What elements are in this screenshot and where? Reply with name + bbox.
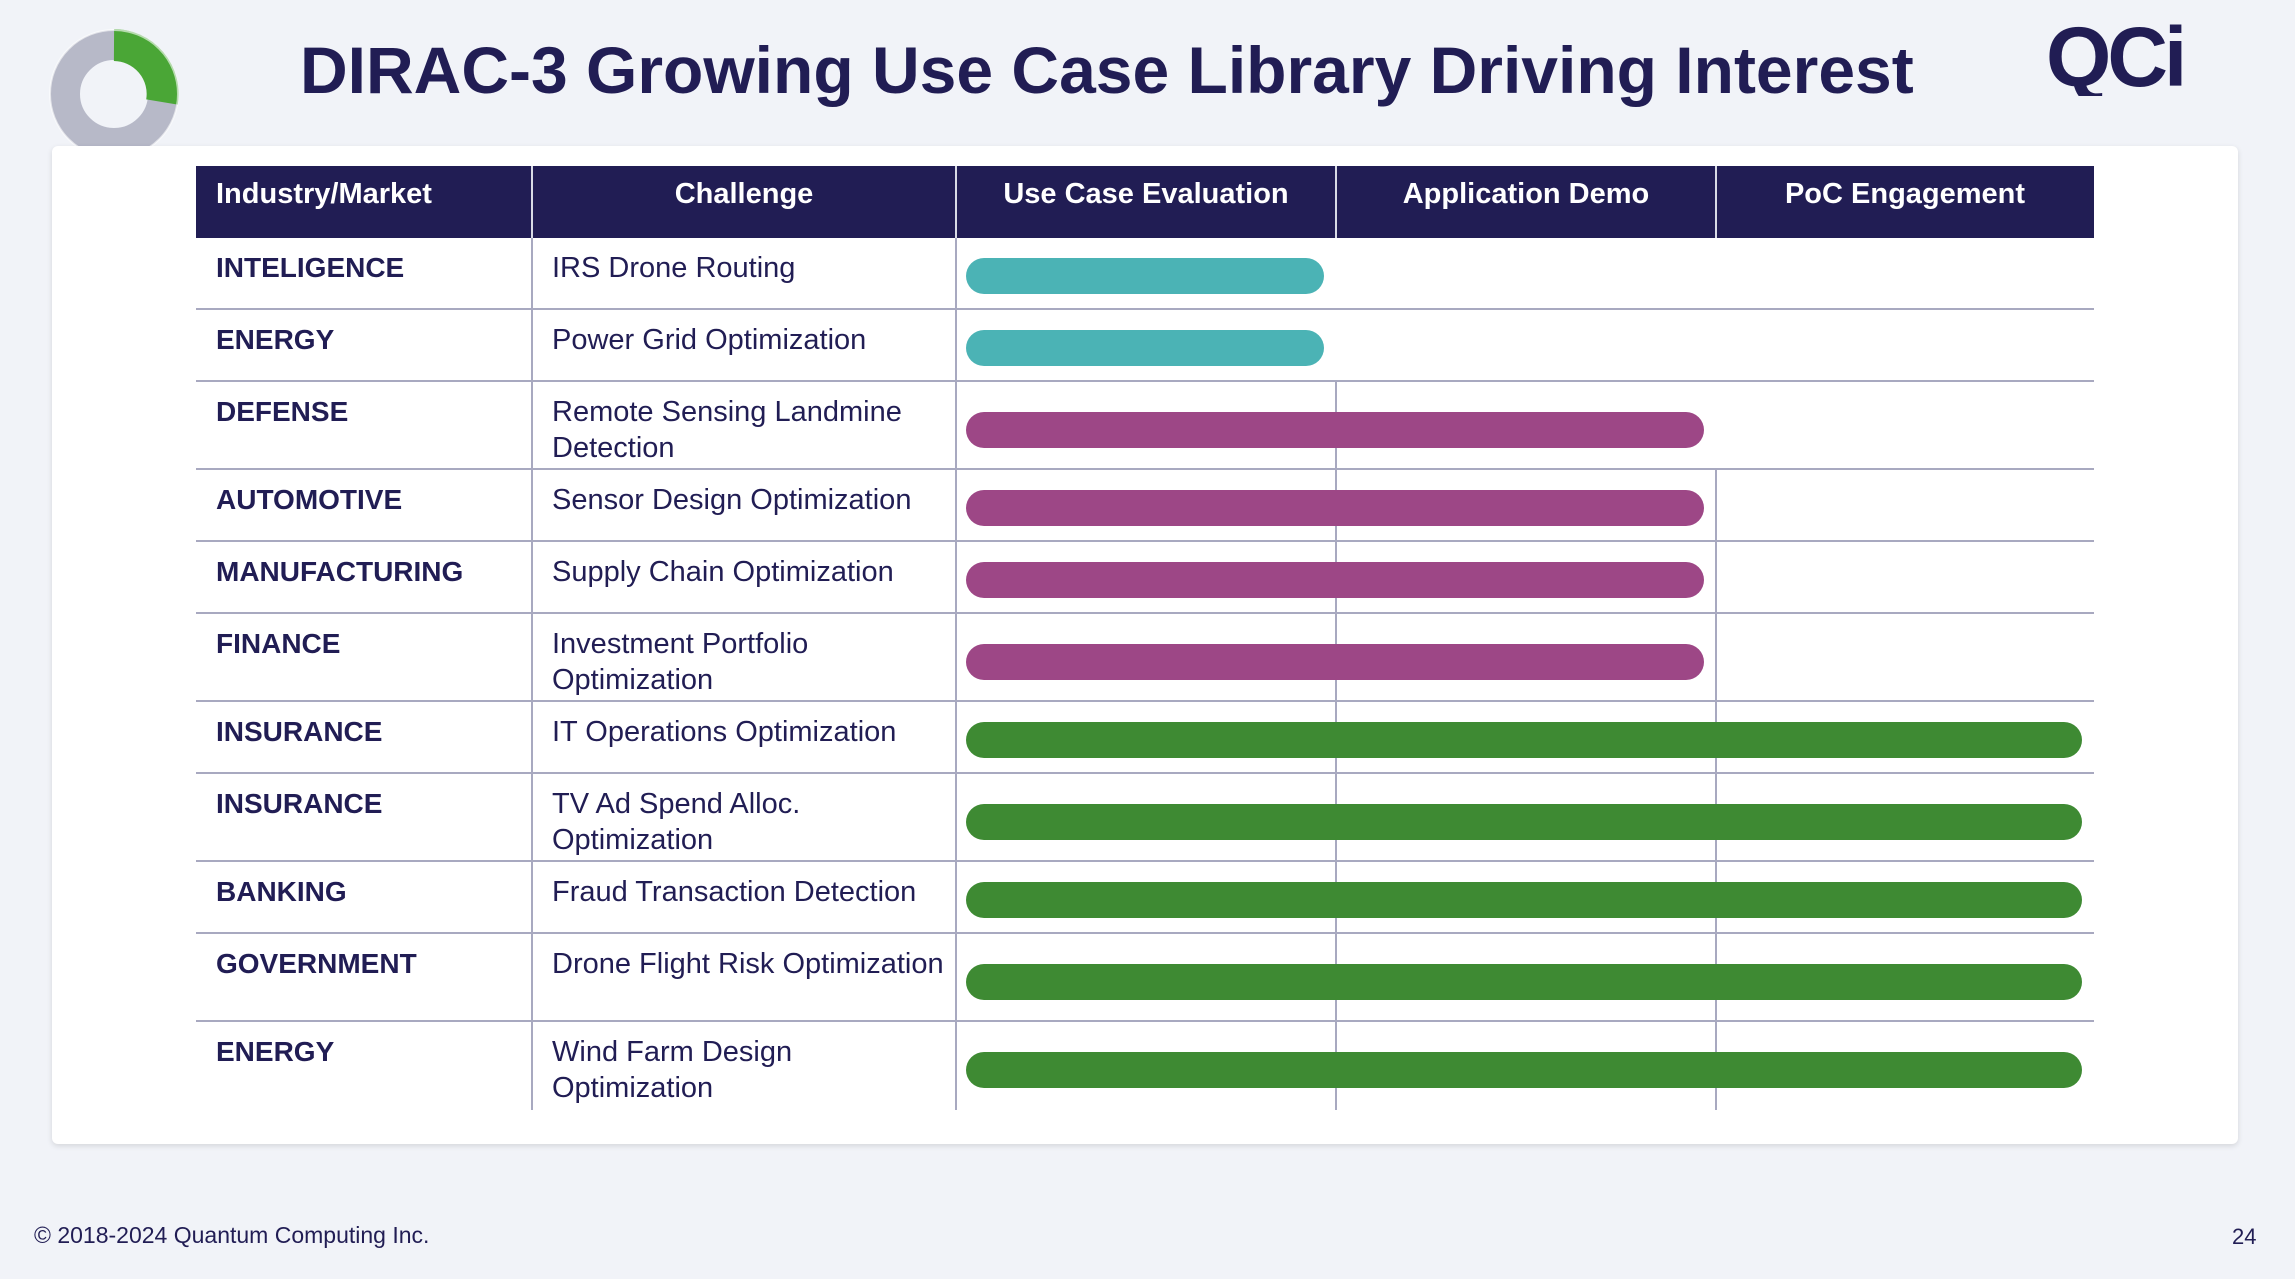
column-separator (955, 1022, 957, 1110)
column-header-application-demo: Application Demo (1336, 166, 1716, 238)
column-separator (955, 470, 957, 542)
qci-logo-text: QCi (2046, 22, 2183, 96)
column-separator (531, 702, 533, 774)
industry-cell: ENERGY (216, 324, 335, 355)
column-separator (531, 542, 533, 614)
column-separator (1715, 614, 1717, 702)
industry-cell: GOVERNMENT (216, 948, 417, 979)
column-separator (955, 310, 957, 382)
stage-progress-bar (966, 882, 2082, 918)
row-divider (196, 540, 2094, 542)
column-separator (955, 934, 957, 1022)
stage-progress-bar (966, 644, 1704, 680)
column-header-industry: Industry/Market (196, 166, 532, 238)
column-separator (1715, 470, 1717, 542)
ring-logo-icon (49, 29, 179, 159)
column-header-use-case-evaluation: Use Case Evaluation (956, 166, 1336, 238)
page-number: 24 (2232, 1224, 2257, 1249)
industry-cell: BANKING (216, 876, 347, 907)
table-row: AUTOMOTIVE Sensor Design Optimization (196, 470, 2094, 542)
header-separator (1335, 166, 1337, 238)
table-row: DEFENSE Remote Sensing Landmine Detection (196, 382, 2094, 470)
challenge-cell: Drone Flight Risk Optimization (552, 948, 944, 980)
qci-logo: QCi (2046, 22, 2187, 96)
stage-progress-bar (966, 412, 1704, 448)
table-row: INTELIGENCE IRS Drone Routing (196, 238, 2094, 310)
row-divider (196, 932, 2094, 934)
column-header-poc-engagement: PoC Engagement (1716, 166, 2094, 238)
header-separator (531, 166, 533, 238)
column-separator (531, 774, 533, 862)
row-divider (196, 1020, 2094, 1022)
challenge-cell: Remote Sensing Landmine Detection (552, 396, 902, 464)
row-divider (196, 308, 2094, 310)
stage-progress-bar (966, 562, 1704, 598)
copyright-text: © 2018-2024 Quantum Computing Inc. (34, 1222, 430, 1248)
row-divider (196, 700, 2094, 702)
table-row: BANKING Fraud Transaction Detection (196, 862, 2094, 934)
row-divider (196, 612, 2094, 614)
industry-cell: FINANCE (216, 628, 341, 659)
challenge-cell: Investment Portfolio Optimization (552, 628, 809, 696)
row-divider (196, 468, 2094, 470)
industry-cell: AUTOMOTIVE (216, 484, 403, 515)
challenge-cell: TV Ad Spend Alloc. Optimization (552, 788, 801, 856)
table-row: ENERGY Wind Farm Design Optimization (196, 1022, 2094, 1110)
column-separator (955, 862, 957, 934)
industry-cell: INTELIGENCE (216, 252, 405, 283)
stage-progress-bar (966, 330, 1324, 366)
column-separator (531, 934, 533, 1022)
industry-cell: INSURANCE (216, 788, 383, 819)
challenge-cell: Fraud Transaction Detection (552, 876, 917, 908)
industry-cell: DEFENSE (216, 396, 349, 427)
column-separator (955, 542, 957, 614)
table-row: INSURANCE TV Ad Spend Alloc. Optimization (196, 774, 2094, 862)
column-separator (955, 774, 957, 862)
column-separator (531, 310, 533, 382)
table-row: MANUFACTURING Supply Chain Optimization (196, 542, 2094, 614)
row-divider (196, 380, 2094, 382)
stage-progress-bar (966, 964, 2082, 1000)
challenge-cell: Sensor Design Optimization (552, 484, 912, 516)
page-title: DIRAC-3 Growing Use Case Library Driving… (300, 33, 1914, 107)
row-divider (196, 772, 2094, 774)
column-separator (1715, 542, 1717, 614)
challenge-cell: IT Operations Optimization (552, 716, 897, 748)
use-case-table: Industry/Market Challenge Use Case Evalu… (196, 166, 2094, 1116)
column-separator (531, 382, 533, 470)
column-separator (955, 702, 957, 774)
challenge-cell: Wind Farm Design Optimization (552, 1036, 793, 1104)
header-separator (955, 166, 957, 238)
stage-progress-bar (966, 490, 1704, 526)
challenge-cell: Supply Chain Optimization (552, 556, 894, 588)
column-separator (531, 238, 533, 310)
industry-cell: INSURANCE (216, 716, 383, 747)
column-separator (531, 1022, 533, 1110)
industry-cell: ENERGY (216, 1036, 335, 1067)
column-separator (955, 382, 957, 470)
table-row: ENERGY Power Grid Optimization (196, 310, 2094, 382)
stage-progress-bar (966, 258, 1324, 294)
stage-progress-bar (966, 804, 2082, 840)
challenge-cell: Power Grid Optimization (552, 324, 867, 356)
column-separator (531, 470, 533, 542)
column-separator (955, 238, 957, 310)
table-row: FINANCE Investment Portfolio Optimization (196, 614, 2094, 702)
column-separator (531, 614, 533, 702)
table-row: GOVERNMENT Drone Flight Risk Optimization (196, 934, 2094, 1022)
industry-cell: MANUFACTURING (216, 556, 464, 587)
challenge-cell: IRS Drone Routing (552, 252, 796, 284)
header-separator (1715, 166, 1717, 238)
stage-progress-bar (966, 1052, 2082, 1088)
table-row: INSURANCE IT Operations Optimization (196, 702, 2094, 774)
stage-progress-bar (966, 722, 2082, 758)
row-divider (196, 860, 2094, 862)
column-header-challenge: Challenge (532, 166, 956, 238)
column-separator (955, 614, 957, 702)
column-separator (531, 862, 533, 934)
